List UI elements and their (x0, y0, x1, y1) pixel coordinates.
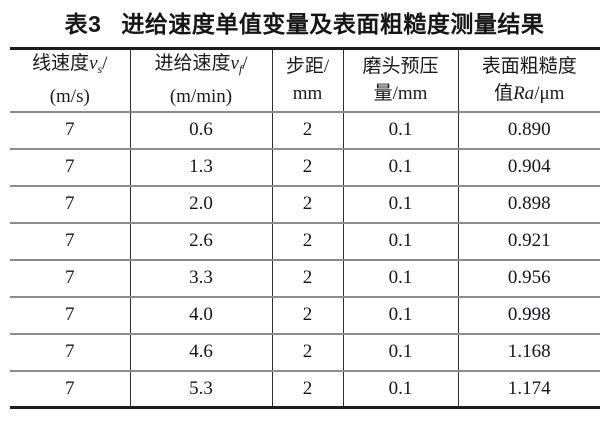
table-number: 表3 (64, 11, 102, 37)
cell-preload: 0.1 (342, 333, 458, 371)
table-row: 7 4.6 2 0.1 1.168 (10, 333, 600, 371)
cell-roughness: 0.904 (457, 148, 600, 186)
variable-symbol: v (89, 53, 98, 75)
cell-step: 2 (271, 259, 343, 297)
cell-preload: 0.1 (342, 370, 458, 408)
cell-roughness: 0.921 (457, 222, 600, 260)
header-unit: /μm (534, 83, 565, 105)
cell-feed-speed: 5.3 (129, 370, 272, 408)
cell-step: 2 (271, 333, 343, 371)
cell-feed-speed: 1.3 (129, 148, 272, 186)
cell-line-speed: 7 (65, 119, 75, 140)
variable-subscript: s (97, 62, 103, 77)
table-row: 7 4.0 2 0.1 0.998 (10, 296, 600, 334)
cell-preload: 0.1 (342, 111, 458, 149)
cell-roughness: 1.174 (457, 370, 600, 408)
header-row: 线速度vs/ (m/s) 进给速度vf/ (m/min) 步距/ mm 磨头预压… (10, 48, 600, 112)
cell-step: 2 (271, 296, 343, 334)
cell-line-speed: 7 (65, 304, 75, 325)
cell-feed-speed: 3.3 (129, 259, 272, 297)
cell-step: 2 (271, 148, 343, 186)
col-header-roughness: 表面粗糙度 值Ra/μm (457, 48, 600, 112)
table-row: 7 2.0 2 0.1 0.898 (10, 185, 600, 223)
header-text: 步距/ (285, 56, 330, 78)
col-header-preload: 磨头预压 量/mm (342, 48, 458, 112)
variable-subscript: f (238, 62, 243, 77)
cell-preload: 0.1 (342, 296, 458, 334)
cell-line-speed: 7 (65, 156, 75, 177)
cell-feed-speed: 2.0 (129, 185, 272, 223)
header-text: 进给速度 (154, 53, 231, 75)
header-unit: mm (292, 83, 323, 105)
header-unit: 量/mm (373, 83, 428, 105)
table-caption: 表3 进给速度单值变量及表面粗糙度测量结果 (0, 5, 609, 39)
measurement-results-table: 线速度vs/ (m/s) 进给速度vf/ (m/min) 步距/ mm 磨头预压… (10, 47, 600, 409)
variable-symbol: v (230, 53, 239, 75)
cell-feed-speed: 2.6 (129, 222, 272, 260)
cell-preload: 0.1 (342, 185, 458, 223)
header-text: 线速度 (32, 53, 90, 75)
cell-line-speed: 7 (65, 230, 75, 251)
header-text: 磨头预压 (362, 56, 439, 78)
cell-step: 2 (271, 185, 343, 223)
cell-line-speed: 7 (65, 267, 75, 288)
table-row: 7 2.6 2 0.1 0.921 (10, 222, 600, 260)
header-unit: (m/s) (49, 86, 90, 108)
table-row: 7 5.3 2 0.1 1.174 (10, 370, 600, 408)
cell-roughness: 0.956 (457, 259, 600, 297)
table-row: 7 1.3 2 0.1 0.904 (10, 148, 600, 186)
cell-feed-speed: 4.0 (129, 296, 272, 334)
cell-preload: 0.1 (342, 222, 458, 260)
cell-line-speed: 7 (65, 377, 75, 399)
cell-feed-speed: 4.6 (129, 333, 272, 371)
cell-step: 2 (271, 111, 343, 149)
col-header-step: 步距/ mm (271, 48, 343, 112)
header-unit: (m/min) (169, 86, 233, 108)
col-header-line-speed: 线速度vs/ (m/s) (10, 49, 130, 112)
cell-roughness: 1.168 (457, 333, 600, 371)
cell-roughness: 0.890 (457, 111, 600, 149)
caption-title: 进给速度单值变量及表面粗糙度测量结果 (121, 11, 545, 37)
table-row: 7 3.3 2 0.1 0.956 (10, 259, 600, 297)
cell-preload: 0.1 (342, 259, 458, 297)
header-text: 表面粗糙度 (481, 56, 577, 78)
cell-step: 2 (271, 222, 343, 260)
cell-line-speed: 7 (65, 341, 75, 362)
cell-preload: 0.1 (342, 148, 458, 186)
table-row: 7 0.6 2 0.1 0.890 (10, 111, 600, 149)
cell-line-speed: 7 (65, 193, 75, 214)
cell-roughness: 0.998 (457, 296, 600, 334)
col-header-feed-speed: 进给速度vf/ (m/min) (129, 48, 272, 112)
cell-step: 2 (271, 370, 343, 408)
variable-symbol: Ra (513, 83, 535, 105)
cell-feed-speed: 0.6 (129, 111, 272, 149)
header-unit-prefix: 值 (494, 83, 514, 105)
header-slash: / (242, 53, 248, 75)
header-slash: / (102, 53, 108, 75)
cell-roughness: 0.898 (457, 185, 600, 223)
